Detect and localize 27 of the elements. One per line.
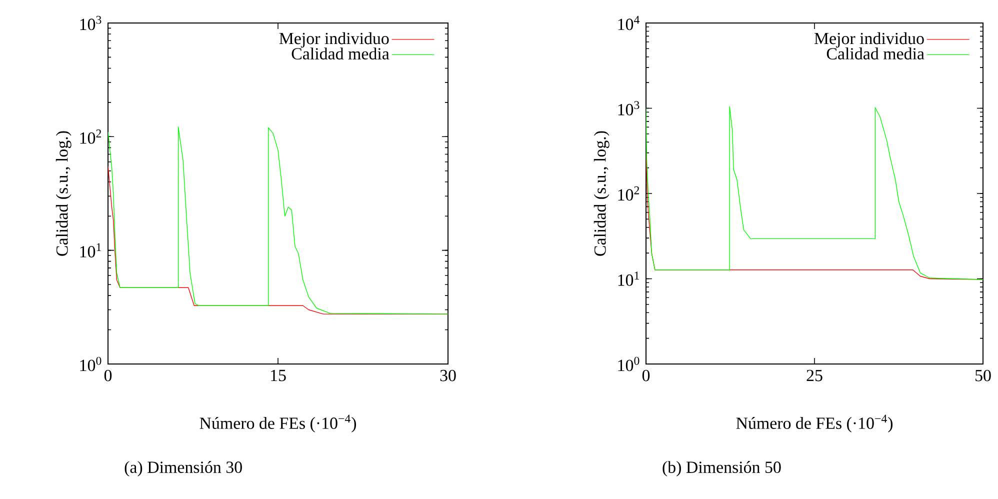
y-tick-label: 10$^{3}$ xyxy=(80,16,102,30)
x-tick-label: 0 xyxy=(642,370,650,382)
y-axis-title: Calidad (s.u., log.) xyxy=(594,131,610,256)
text: (b) Dimensión 50 xyxy=(662,461,781,476)
x-tick-label: 15 xyxy=(271,370,286,382)
y-tick-label: 10$^{2}$ xyxy=(80,130,102,144)
text: (a) Dimensión 30 xyxy=(124,461,242,476)
x-axis-title: Número de FEs (·10$^{−4}$) xyxy=(736,414,893,432)
y-tick-label: 10$^{0}$ xyxy=(80,356,102,372)
x-tick-label: 30 xyxy=(440,370,456,382)
y-tick-label: 10$^{0}$ xyxy=(618,356,640,372)
legend-label: Mejor individuo xyxy=(279,32,389,48)
x-tick-label: 0 xyxy=(104,370,112,382)
line-series xyxy=(108,126,448,314)
x-tick-label: 50 xyxy=(976,370,991,382)
y-tick-label: 10$^{4}$ xyxy=(618,16,640,30)
y-tick-label: 10$^{1}$ xyxy=(80,243,101,258)
y-tick-label: 10$^{1}$ xyxy=(618,272,639,286)
legend-label: Calidad media xyxy=(292,48,390,60)
x-tick-label: 25 xyxy=(806,370,822,382)
line-series xyxy=(646,106,984,280)
legend-label: Calidad media xyxy=(826,48,924,60)
y-axis-title: Calidad (s.u., log.) xyxy=(56,131,72,256)
x-axis-title: Número de FEs (·10$^{−4}$) xyxy=(200,414,356,432)
y-tick-label: 10$^{3}$ xyxy=(618,101,640,116)
y-tick-label: 10$^{2}$ xyxy=(618,186,640,201)
legend-label: Mejor individuo xyxy=(814,32,924,48)
